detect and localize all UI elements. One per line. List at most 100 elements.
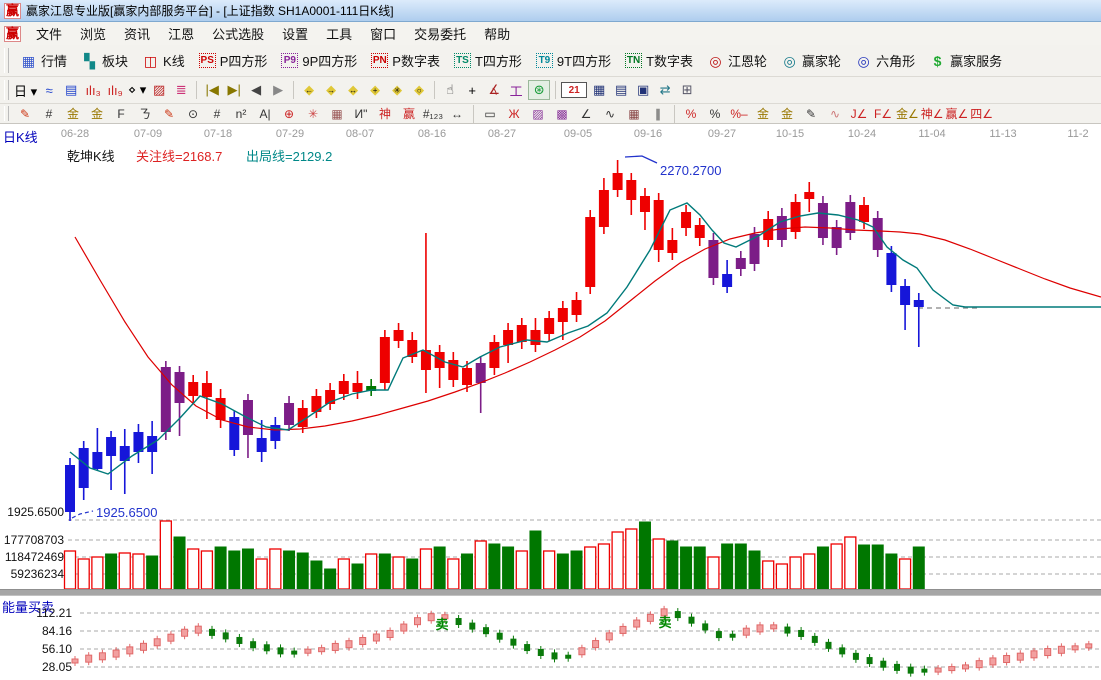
gold-circle-icon[interactable]: 金 bbox=[756, 107, 769, 121]
page-left-icon[interactable]: ◀ bbox=[251, 82, 262, 97]
gold-line-icon[interactable]: 金 bbox=[780, 107, 793, 121]
shen-grid-icon[interactable]: 神 bbox=[378, 107, 391, 121]
brush-icon[interactable]: ✎ bbox=[19, 106, 31, 121]
toolbar-item-K线[interactable]: ◫ K线 bbox=[135, 51, 192, 70]
menu-设置[interactable]: 设置 bbox=[282, 27, 309, 42]
f-grid-icon[interactable]: F bbox=[117, 106, 125, 121]
gann-fan-star-icon[interactable]: ✳ bbox=[307, 106, 319, 121]
ratio-bars-icon[interactable]: % bbox=[685, 106, 697, 121]
purple-grid-icon[interactable]: ▩ bbox=[556, 106, 568, 121]
menu-帮助[interactable]: 帮助 bbox=[484, 27, 511, 42]
toolbar-item-江恩轮[interactable]: ◎ 江恩轮 bbox=[700, 51, 774, 70]
dot-grid-icon[interactable]: ▦ bbox=[628, 106, 640, 121]
gold-grid2-icon[interactable]: 金 bbox=[90, 107, 103, 121]
percent-line-icon[interactable]: %‒ bbox=[730, 106, 748, 121]
diamond-left-icon[interactable]: ◆ ← bbox=[299, 81, 319, 99]
n2-grid-icon[interactable]: n² bbox=[235, 106, 247, 121]
menu-工具[interactable]: 工具 bbox=[326, 27, 353, 42]
panel-splitter[interactable] bbox=[0, 589, 1101, 596]
page-right-icon[interactable]: ▶ bbox=[273, 82, 284, 97]
shen-angle-icon[interactable]: 神∠ bbox=[920, 107, 944, 121]
volume-axis-label: 59236234 bbox=[10, 567, 64, 581]
circle-cross-icon[interactable]: ⊕ bbox=[283, 106, 295, 121]
toolbar-item-板块[interactable]: ▚ 板块 bbox=[74, 51, 135, 70]
toolbar-item-9T四方形[interactable]: T9 9T四方形 bbox=[529, 51, 618, 70]
bars-9-icon[interactable]: ılı₉ bbox=[107, 82, 123, 98]
toolbar-item-9P四方形[interactable]: P9 9P四方形 bbox=[274, 51, 364, 70]
angle-measure-icon[interactable]: ∡ bbox=[488, 82, 500, 97]
price-axis-low-label: 1925.6500 bbox=[7, 505, 64, 519]
volume-profile-icon[interactable]: ≣ bbox=[175, 82, 187, 97]
zigzag-icon[interactable]: ∿ bbox=[604, 106, 616, 121]
s-grid-icon[interactable]: ㄋ bbox=[138, 107, 151, 121]
last-page-icon[interactable]: ▶| bbox=[227, 82, 241, 97]
angle-line-icon[interactable]: ∠ bbox=[580, 106, 592, 121]
toolbar-item-赢家轮[interactable]: ◎ 赢家轮 bbox=[774, 51, 848, 70]
j-angle-icon[interactable]: J∠ bbox=[850, 106, 868, 121]
diamond-star-icon[interactable]: ◆ ✳ bbox=[387, 81, 407, 99]
gold-angle-icon[interactable]: 金∠ bbox=[896, 107, 919, 121]
menu-浏览[interactable]: 浏览 bbox=[80, 27, 107, 42]
indicator-axis-label: 28.05 bbox=[41, 660, 72, 674]
toolbar-item-六角形[interactable]: ◎ 六角形 bbox=[848, 51, 922, 70]
time-circle-icon[interactable]: ⊙ bbox=[187, 106, 199, 121]
toolbar-item-赢家服务[interactable]: $ 赢家服务 bbox=[922, 51, 1009, 70]
f-angle-icon[interactable]: F∠ bbox=[873, 106, 893, 121]
menu-资讯[interactable]: 资讯 bbox=[124, 27, 151, 42]
main-toolbar: ▦ 行情 ▚ 板块 ◫ K线 PS P四方形 P9 9P四方形 PN P数字表 TS T四方形 T9 9T四方… bbox=[0, 45, 1101, 77]
chip-distribution-icon[interactable]: ▨ bbox=[152, 82, 166, 97]
toolbar-item-P四方形[interactable]: PS P四方形 bbox=[192, 51, 275, 70]
toolbar-item-P数字表[interactable]: PN P数字表 bbox=[364, 51, 447, 70]
purple-fan-icon[interactable]: ▨ bbox=[532, 106, 544, 121]
red-fan-icon[interactable]: Ж bbox=[508, 106, 520, 121]
menu-窗口[interactable]: 窗口 bbox=[370, 27, 397, 42]
win-angle-icon[interactable]: 赢∠ bbox=[945, 107, 969, 121]
first-page-icon[interactable]: |◀ bbox=[205, 82, 219, 97]
info-doc-icon[interactable]: ▤ bbox=[64, 82, 78, 97]
diamond-right-icon[interactable]: ◆ → bbox=[321, 81, 341, 99]
crosshair-icon[interactable]: + bbox=[468, 82, 476, 98]
ink-pen-icon[interactable]: ✎ bbox=[805, 106, 817, 121]
period-label: 日K线 bbox=[3, 130, 38, 145]
toolbar-item-行情[interactable]: ▦ 行情 bbox=[13, 51, 74, 70]
notepad-icon[interactable]: ▤ bbox=[614, 82, 628, 97]
pen-grid-icon[interactable]: ✎ bbox=[163, 106, 175, 121]
toolbar-item-T四方形[interactable]: TS T四方形 bbox=[447, 51, 529, 70]
diamond-hspan-icon[interactable]: ◆ ↔ bbox=[343, 81, 363, 99]
menu-交易委托[interactable]: 交易委托 bbox=[414, 27, 467, 42]
gann-tool-icon[interactable]: 工 bbox=[509, 83, 523, 99]
parallel-lines-icon[interactable]: ∥ bbox=[655, 106, 661, 121]
rect-tool-icon[interactable]: ▭ bbox=[484, 106, 496, 121]
percent-icon[interactable]: % bbox=[709, 106, 721, 121]
wave-x-icon[interactable]: ∿ bbox=[829, 106, 841, 121]
toolbar-item-T数字表[interactable]: TN T数字表 bbox=[618, 51, 700, 70]
menu-公式选股[interactable]: 公式选股 bbox=[212, 27, 265, 42]
fan-grid-icon[interactable]: ▦ bbox=[331, 106, 343, 121]
diamond-cross-icon[interactable]: ◆ + bbox=[365, 81, 385, 99]
date-tick: 07-18 bbox=[203, 128, 233, 140]
export-icon[interactable]: ⇄ bbox=[659, 82, 671, 97]
trend-wave-icon[interactable]: ≈ bbox=[45, 82, 53, 98]
diamond-arrow-glyph: ← bbox=[305, 85, 314, 95]
smart-mode-icon[interactable]: ⊛ bbox=[528, 80, 551, 100]
menu-江恩[interactable]: 江恩 bbox=[168, 27, 195, 42]
calculator-icon[interactable]: ▦ bbox=[592, 82, 606, 97]
num-grid-icon[interactable]: #₁₂₃ bbox=[422, 106, 444, 121]
comb-icon[interactable]: # bbox=[213, 106, 221, 121]
print-icon[interactable]: ⊞ bbox=[681, 82, 693, 97]
candle-style-dropdown[interactable]: ⋄ ▾ bbox=[128, 82, 147, 97]
n-wave-icon[interactable]: И" bbox=[354, 106, 368, 121]
hspan-icon[interactable]: ↔ bbox=[451, 106, 463, 121]
bars-3-icon[interactable]: ılı₃ bbox=[85, 82, 101, 98]
gold-grid-icon[interactable]: 金 bbox=[66, 107, 79, 121]
period-day-dropdown[interactable]: 日 ▾ bbox=[14, 83, 38, 99]
calendar-21-icon[interactable]: 21 bbox=[561, 82, 588, 98]
diamond-target-icon[interactable]: ◆ ○ bbox=[409, 81, 429, 99]
a-line-icon[interactable]: A| bbox=[259, 106, 271, 121]
hand-drag-icon[interactable]: ☝ bbox=[446, 82, 455, 97]
win-grid-icon[interactable]: 赢 bbox=[402, 107, 415, 121]
four-angle-icon[interactable]: 四∠ bbox=[970, 107, 994, 121]
grid-icon[interactable]: # bbox=[45, 106, 53, 121]
save-icon[interactable]: ▣ bbox=[636, 82, 650, 97]
menu-文件[interactable]: 文件 bbox=[36, 27, 63, 42]
